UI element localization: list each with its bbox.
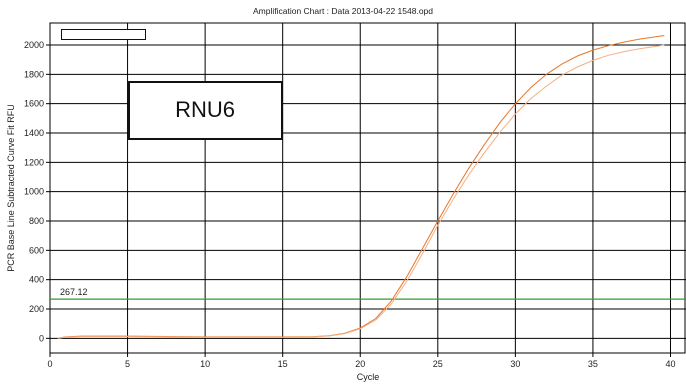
x-tick-label: 20 (355, 359, 365, 369)
target-label: RNU6 (127, 80, 283, 140)
x-tick-label: 35 (588, 359, 598, 369)
y-tick-label: 800 (29, 216, 44, 226)
x-tick-label: 0 (47, 359, 52, 369)
y-tick-label: 2000 (24, 40, 44, 50)
x-tick-label: 40 (665, 359, 675, 369)
threshold-label: 267.12 (60, 287, 88, 297)
y-tick-label: 600 (29, 245, 44, 255)
x-tick-label: 5 (125, 359, 130, 369)
legend-box (60, 28, 147, 40)
x-tick-label: 15 (278, 359, 288, 369)
x-tick-label: 10 (200, 359, 210, 369)
y-tick-label: 1800 (24, 69, 44, 79)
y-tick-label: 1200 (24, 157, 44, 167)
y-tick-label: 1400 (24, 128, 44, 138)
x-axis-label: Cycle (357, 372, 380, 382)
y-tick-label: 1600 (24, 99, 44, 109)
y-axis-label: PCR Base Line Subtracted Curve Fit RFU (6, 104, 16, 272)
y-tick-label: 400 (29, 275, 44, 285)
chart-title: Amplification Chart : Data 2013-04-22 15… (252, 6, 434, 16)
series-line-2 (57, 44, 665, 339)
y-tick-label: 0 (39, 333, 44, 343)
y-tick-label: 200 (29, 304, 44, 314)
plot-frame (49, 22, 686, 354)
y-tick-label: 1000 (24, 187, 44, 197)
x-tick-label: 25 (433, 359, 443, 369)
x-tick-label: 30 (510, 359, 520, 369)
